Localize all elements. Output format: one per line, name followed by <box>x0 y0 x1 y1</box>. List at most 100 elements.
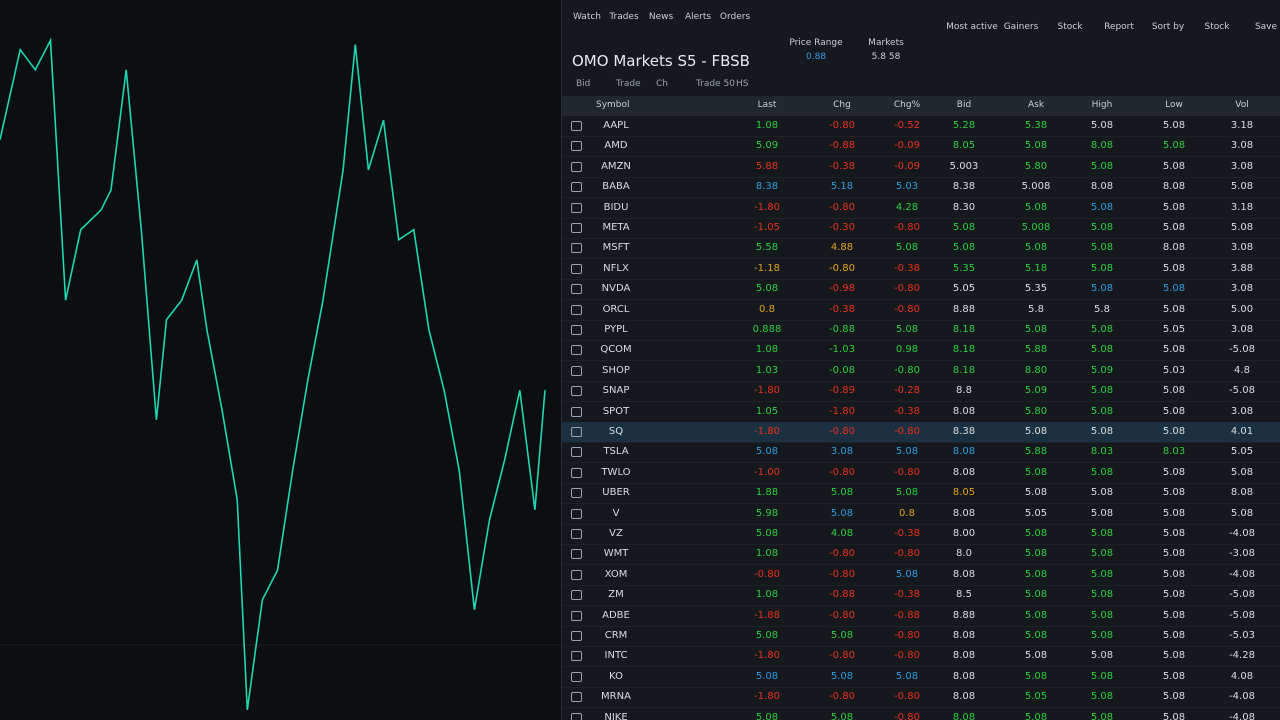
tab[interactable]: News <box>648 12 674 22</box>
cell-value: 5.08 <box>755 528 779 539</box>
cell-value: 5.08 <box>1024 242 1048 254</box>
cell-value: -1.03 <box>829 344 855 356</box>
table-row[interactable]: NFLX -1.18 -0.80 -0.38 5.35 5.18 5.08 5.08 3.88 <box>562 259 1280 280</box>
filter[interactable]: Stock <box>1204 22 1230 32</box>
column-header[interactable]: Chg% <box>893 100 921 110</box>
cell-value: 5.08 <box>1162 528 1186 539</box>
row-icon <box>571 202 582 213</box>
cell-value: 5.08 <box>1090 466 1114 478</box>
column-header[interactable]: Chg <box>833 100 851 110</box>
row-icon <box>571 651 582 662</box>
table-row[interactable]: SHOP 1.03 -0.08 -0.80 8.18 8.80 5.09 5.03 4.8 <box>562 361 1280 382</box>
filter[interactable]: Stock <box>1057 22 1083 32</box>
cell-value: 8.03 <box>1090 446 1114 458</box>
cell-value: 5.08 <box>895 446 919 458</box>
table-row[interactable]: VZ 5.08 4.08 -0.38 8.00 5.08 5.08 5.08 -4.08 <box>562 524 1280 545</box>
subtitle-item: HS <box>736 79 749 89</box>
table-row[interactable]: SNAP -1.80 -0.89 -0.28 8.8 5.09 5.08 5.08 -5.08 <box>562 381 1280 403</box>
table-row[interactable]: CRM 5.08 5.08 -0.80 8.08 5.08 5.08 5.08 -5.03 <box>562 626 1280 647</box>
cell-value: 8.8 <box>956 385 972 397</box>
table-row[interactable]: KO 5.08 5.08 5.08 8.08 5.08 5.08 5.08 4.08 <box>562 667 1280 688</box>
table-row[interactable]: BIDU -1.80 -0.80 4.28 8.30 5.08 5.08 5.08 3.18 <box>562 198 1280 219</box>
cell-value: 5.08 <box>1024 609 1048 621</box>
table-row[interactable]: QCOM 1.08 -1.03 0.98 8.18 5.88 5.08 5.08 -5.08 <box>562 340 1280 362</box>
cell-value: 8.08 <box>1162 181 1186 193</box>
column-header[interactable]: Symbol <box>596 100 630 110</box>
cell-value: -0.80 <box>894 222 920 233</box>
table-row[interactable]: PYPL 0.888 -0.88 5.08 8.18 5.08 5.08 5.05 3.08 <box>562 320 1280 341</box>
cell-value: 5.08 <box>1090 670 1114 682</box>
stat-value: 0.88 <box>805 52 827 62</box>
symbol: VZ <box>609 528 623 539</box>
cell-value: 5.08 <box>895 242 919 254</box>
tab[interactable]: Trades <box>609 12 639 22</box>
table-row[interactable]: WMT 1.08 -0.80 -0.80 8.0 5.08 5.08 5.08 -3.08 <box>562 544 1280 566</box>
cell-value: -3.08 <box>1229 548 1255 560</box>
filter[interactable]: Sort by <box>1151 22 1185 32</box>
cell-value: 3.88 <box>1230 262 1254 274</box>
table-row[interactable]: BABA 8.38 5.18 5.03 8.38 5.008 8.08 8.08 5.08 <box>562 177 1280 199</box>
cell-value: 8.03 <box>1162 446 1186 458</box>
table-row[interactable]: SQ -1.80 -0.80 -0.80 8.38 5.08 5.08 5.08 4.01 <box>562 422 1280 443</box>
filter[interactable]: Most active <box>946 22 998 32</box>
table-row[interactable]: MRNA -1.80 -0.80 -0.80 8.08 5.05 5.08 5.08 -4.08 <box>562 687 1280 709</box>
table-row[interactable]: UBER 1.88 5.08 5.08 8.05 5.08 5.08 5.08 8.08 <box>562 483 1280 505</box>
column-header[interactable]: High <box>1091 100 1113 110</box>
table-row[interactable]: SPOT 1.05 -1.80 -0.38 8.08 5.80 5.08 5.08 3.08 <box>562 402 1280 423</box>
table-row[interactable]: V 5.98 5.08 0.8 8.08 5.05 5.08 5.08 5.08 <box>562 504 1280 525</box>
cell-value: -0.80 <box>894 283 920 295</box>
cell-value: -0.28 <box>894 385 920 397</box>
tab[interactable]: Alerts <box>684 12 712 22</box>
table-row[interactable]: META -1.05 -0.30 -0.80 5.08 5.008 5.08 5.08 5.08 <box>562 218 1280 239</box>
filter[interactable]: Gainers <box>1003 22 1039 32</box>
table-row[interactable]: NVDA 5.08 -0.98 -0.80 5.05 5.35 5.08 5.08 3.08 <box>562 279 1280 301</box>
table-row[interactable]: TWLO -1.00 -0.80 -0.80 8.08 5.08 5.08 5.08 5.08 <box>562 463 1280 484</box>
cell-value: -5.08 <box>1229 589 1255 601</box>
cell-value: 8.08 <box>952 691 976 703</box>
table-row[interactable]: INTC -1.80 -0.80 -0.80 8.08 5.08 5.08 5.08 -4.28 <box>562 646 1280 668</box>
column-header[interactable]: Ask <box>1027 100 1045 110</box>
symbol: AMZN <box>601 160 631 172</box>
table-row[interactable]: XOM -0.80 -0.80 5.08 8.08 5.08 5.08 5.08 -4.08 <box>562 565 1280 586</box>
symbol: SNAP <box>602 385 630 397</box>
table-row[interactable]: AMZN 5.88 -0.38 -0.09 5.003 5.80 5.08 5.08 3.08 <box>562 157 1280 178</box>
row-icon <box>571 284 582 295</box>
symbol: INTC <box>604 650 628 662</box>
cell-value: 5.08 <box>1090 283 1114 295</box>
table-row[interactable]: ZM 1.08 -0.88 -0.38 8.5 5.08 5.08 5.08 -5.08 <box>562 585 1280 607</box>
cell-value: 5.08 <box>1024 140 1048 152</box>
cell-value: 5.28 <box>952 120 976 131</box>
column-header[interactable]: Vol <box>1235 100 1249 110</box>
cell-value: 5.80 <box>1024 160 1048 172</box>
column-header[interactable]: Last <box>757 100 777 110</box>
column-header[interactable]: Low <box>1165 100 1183 110</box>
cell-value: 5.08 <box>1090 589 1114 601</box>
table-row[interactable]: ORCL 0.8 -0.38 -0.80 8.88 5.8 5.8 5.08 5.00 <box>562 300 1280 321</box>
cell-value: -0.80 <box>829 568 855 580</box>
cell-value: 5.08 <box>1162 691 1186 703</box>
table-row[interactable]: ADBE -1.88 -0.80 -0.88 8.88 5.08 5.08 5.08 -5.08 <box>562 606 1280 627</box>
table-row[interactable]: MSFT 5.58 4.88 5.08 5.08 5.08 5.08 8.08 3.08 <box>562 238 1280 260</box>
cell-value: -4.08 <box>1229 711 1255 720</box>
filter[interactable]: Report <box>1104 22 1134 32</box>
table-row[interactable]: AAPL 1.08 -0.80 -0.52 5.28 5.38 5.08 5.08 3.18 <box>562 116 1280 137</box>
table-row[interactable]: AMD 5.09 -0.88 -0.09 8.05 5.08 8.08 5.08 3.08 <box>562 136 1280 158</box>
table-row[interactable]: NIKE 5.08 5.08 -0.80 8.08 5.08 5.08 5.08 -4.08 <box>562 708 1280 720</box>
cell-value: -5.08 <box>1229 609 1255 621</box>
tab[interactable]: Watch <box>572 12 602 22</box>
row-icon <box>571 467 582 478</box>
filter[interactable]: Save <box>1254 22 1278 32</box>
cell-value: -0.88 <box>829 140 855 152</box>
cell-value: 1.08 <box>755 344 779 356</box>
cell-value: 1.05 <box>755 405 779 417</box>
cell-value: -0.80 <box>829 466 855 478</box>
symbol: TSLA <box>603 446 629 458</box>
table-row[interactable]: TSLA 5.08 3.08 5.08 8.08 5.88 8.03 8.03 5.05 <box>562 442 1280 464</box>
row-icon <box>571 325 582 335</box>
column-header[interactable]: Bid <box>956 100 972 110</box>
cell-value: -0.80 <box>829 691 855 703</box>
tab[interactable]: Orders <box>719 12 751 22</box>
symbol: XOM <box>604 568 628 580</box>
cell-value: 5.08 <box>1162 487 1186 499</box>
